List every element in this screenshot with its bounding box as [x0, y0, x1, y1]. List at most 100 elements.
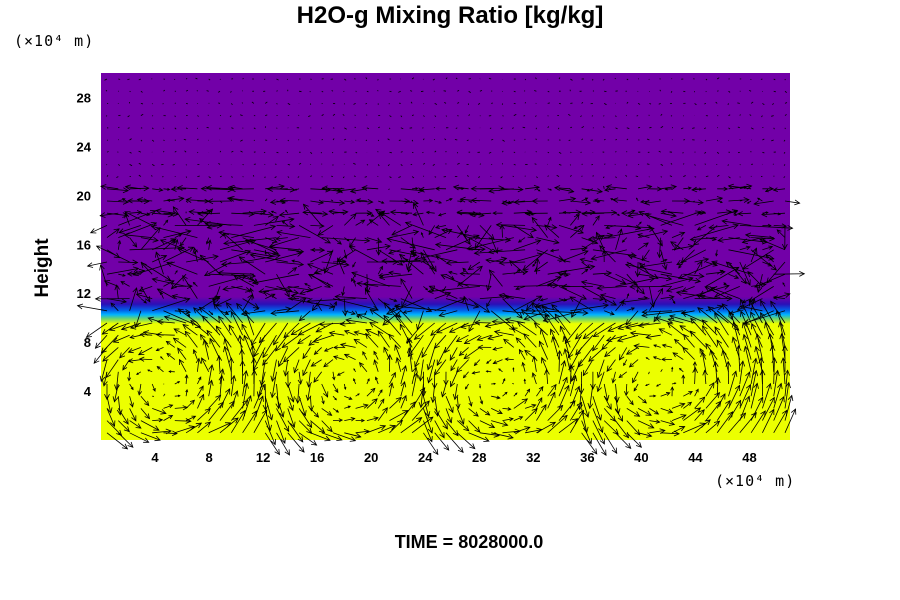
- vector-arrow: [218, 374, 225, 397]
- vector-arrow: [524, 408, 538, 421]
- vector-arrow: [287, 408, 296, 429]
- vector-arrow: [405, 249, 413, 271]
- vector-arrow: [309, 90, 311, 93]
- vector-arrow: [178, 358, 187, 372]
- vector-arrow: [452, 184, 469, 191]
- vector-arrow: [762, 261, 773, 267]
- vector-arrow: [288, 296, 300, 301]
- vector-arrow: [205, 184, 232, 191]
- vector-arrow: [568, 113, 571, 116]
- vector-arrow: [265, 251, 303, 263]
- vector-arrow: [264, 215, 280, 226]
- vector-arrow: [177, 308, 198, 324]
- vector-arrow: [716, 77, 720, 80]
- vector-arrow: [275, 334, 289, 352]
- vector-arrow: [603, 408, 616, 422]
- vector-arrow: [448, 322, 469, 333]
- x-tick-label: 48: [742, 450, 756, 465]
- vector-arrow: [591, 115, 594, 117]
- vector-arrow: [637, 420, 655, 429]
- vector-arrow: [219, 388, 231, 409]
- vector-arrow: [253, 211, 275, 218]
- vector-arrow: [398, 90, 401, 93]
- vector-arrow: [407, 261, 413, 273]
- vector-arrow: [477, 103, 481, 105]
- vector-arrow: [127, 78, 130, 81]
- vector-arrow: [365, 103, 368, 105]
- vector-arrow: [253, 335, 266, 358]
- vector-arrow: [488, 187, 514, 194]
- vector-arrow: [456, 209, 480, 216]
- vector-arrow: [423, 198, 434, 203]
- vector-arrow: [219, 417, 239, 434]
- vector-arrow: [400, 127, 404, 130]
- vector-arrow: [741, 321, 752, 348]
- vector-arrow: [751, 235, 776, 242]
- vector-arrow: [207, 114, 209, 116]
- vector-arrow: [750, 101, 754, 104]
- vector-arrow: [172, 337, 187, 348]
- vector-arrow: [140, 139, 143, 142]
- vector-arrow: [536, 385, 544, 397]
- vector-arrow: [426, 359, 436, 384]
- vector-arrow: [473, 359, 481, 367]
- vector-arrow: [783, 151, 786, 154]
- vector-arrow: [264, 249, 267, 255]
- vector-arrow: [625, 174, 628, 177]
- vector-arrow: [747, 271, 763, 287]
- vector-arrow: [604, 273, 627, 285]
- vector-arrow: [705, 78, 708, 81]
- vector-arrow: [299, 286, 322, 296]
- vector-arrow: [293, 359, 300, 374]
- vector-arrow: [596, 371, 605, 393]
- vector-arrow: [373, 350, 379, 360]
- vector-arrow: [558, 225, 585, 235]
- vector-arrow: [106, 187, 130, 194]
- vector-arrow: [603, 138, 606, 141]
- vector-arrow: [570, 78, 573, 81]
- vector-arrow: [287, 383, 295, 403]
- vector-arrow: [206, 329, 221, 348]
- vector-arrow: [581, 261, 591, 269]
- vector-arrow: [389, 115, 392, 118]
- vector-arrow: [477, 344, 492, 350]
- vector-arrow: [166, 261, 198, 275]
- vector-arrow: [773, 78, 776, 81]
- vector-arrow: [568, 139, 571, 141]
- vector-arrow: [596, 285, 627, 291]
- vector-arrow: [162, 103, 164, 105]
- vector-arrow: [637, 395, 648, 404]
- vector-arrow: [321, 114, 324, 116]
- vector-arrow: [140, 262, 153, 275]
- vector-arrow: [368, 219, 379, 226]
- vector-arrow: [185, 310, 190, 318]
- vector-arrow: [462, 371, 469, 379]
- vector-arrow: [599, 245, 616, 263]
- vector-arrow: [683, 90, 686, 93]
- vector-arrow: [502, 378, 506, 385]
- vector-arrow: [633, 343, 650, 350]
- vector-arrow: [488, 151, 492, 154]
- vector-arrow: [671, 298, 676, 305]
- vector-arrow: [463, 347, 481, 360]
- vector-arrow: [626, 408, 641, 417]
- vector-arrow: [411, 416, 434, 434]
- vector-arrow: [776, 229, 786, 238]
- vector-arrow: [365, 139, 368, 142]
- vector-arrow: [152, 254, 168, 263]
- vector-arrow: [485, 257, 503, 264]
- vector-arrow: [660, 420, 676, 426]
- vector-arrow: [739, 360, 746, 385]
- vector-arrow: [558, 209, 582, 216]
- vector-arrow: [727, 103, 729, 105]
- vector-arrow: [586, 188, 594, 192]
- vector-arrow: [377, 164, 380, 167]
- vector-arrow: [355, 151, 358, 154]
- vector-arrow: [708, 224, 729, 230]
- vector-arrow: [683, 175, 686, 177]
- vector-arrow: [106, 298, 127, 304]
- vector-arrow: [411, 114, 414, 116]
- vector-arrow: [655, 383, 661, 387]
- vector-arrow: [517, 237, 526, 243]
